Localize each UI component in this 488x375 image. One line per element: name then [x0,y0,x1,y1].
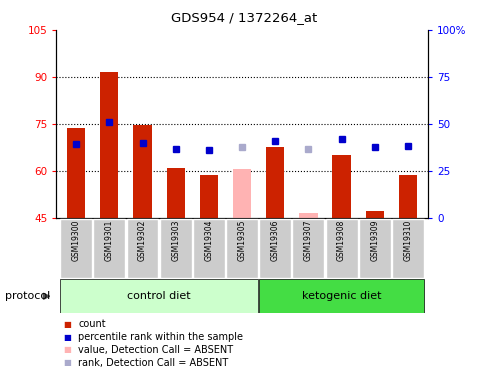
Bar [358,219,390,278]
Text: GSM19301: GSM19301 [104,219,114,261]
Bar [365,211,383,217]
Text: ■: ■ [63,320,71,329]
Text: GSM19309: GSM19309 [369,219,379,261]
Bar [67,128,85,217]
Bar [398,176,416,217]
Text: GSM19308: GSM19308 [336,219,346,261]
Text: ketogenic diet: ketogenic diet [301,291,381,301]
Bar [232,169,251,217]
Bar [259,219,290,278]
Bar [299,213,317,217]
Text: GSM19307: GSM19307 [304,219,312,261]
Bar [225,219,258,278]
Bar [126,219,158,278]
Text: percentile rank within the sample: percentile rank within the sample [78,332,243,342]
Bar [100,72,118,217]
Bar [199,176,218,217]
Text: rank, Detection Call = ABSENT: rank, Detection Call = ABSENT [78,358,228,368]
Text: GDS954 / 1372264_at: GDS954 / 1372264_at [171,11,317,24]
Bar [160,219,191,278]
Text: GSM19302: GSM19302 [138,219,147,261]
Text: GSM19310: GSM19310 [403,219,411,261]
Text: protocol: protocol [5,291,50,301]
Bar [93,219,125,278]
Bar [193,219,224,278]
Bar [332,155,350,218]
Bar [133,125,151,218]
Bar [265,147,284,218]
Bar [325,219,357,278]
Bar [259,279,423,313]
Text: ■: ■ [63,345,71,354]
Text: GSM19303: GSM19303 [171,219,180,261]
Text: GSM19304: GSM19304 [204,219,213,261]
Text: control diet: control diet [127,291,190,301]
Bar [166,168,184,217]
Text: GSM19305: GSM19305 [237,219,246,261]
Text: ■: ■ [63,333,71,342]
Bar [60,279,258,313]
Text: GSM19306: GSM19306 [270,219,279,261]
Bar [391,219,423,278]
Text: GSM19300: GSM19300 [72,219,81,261]
Bar [292,219,324,278]
Text: count: count [78,320,105,329]
Bar [60,219,92,278]
Text: value, Detection Call = ABSENT: value, Detection Call = ABSENT [78,345,233,355]
Text: ■: ■ [63,358,71,367]
